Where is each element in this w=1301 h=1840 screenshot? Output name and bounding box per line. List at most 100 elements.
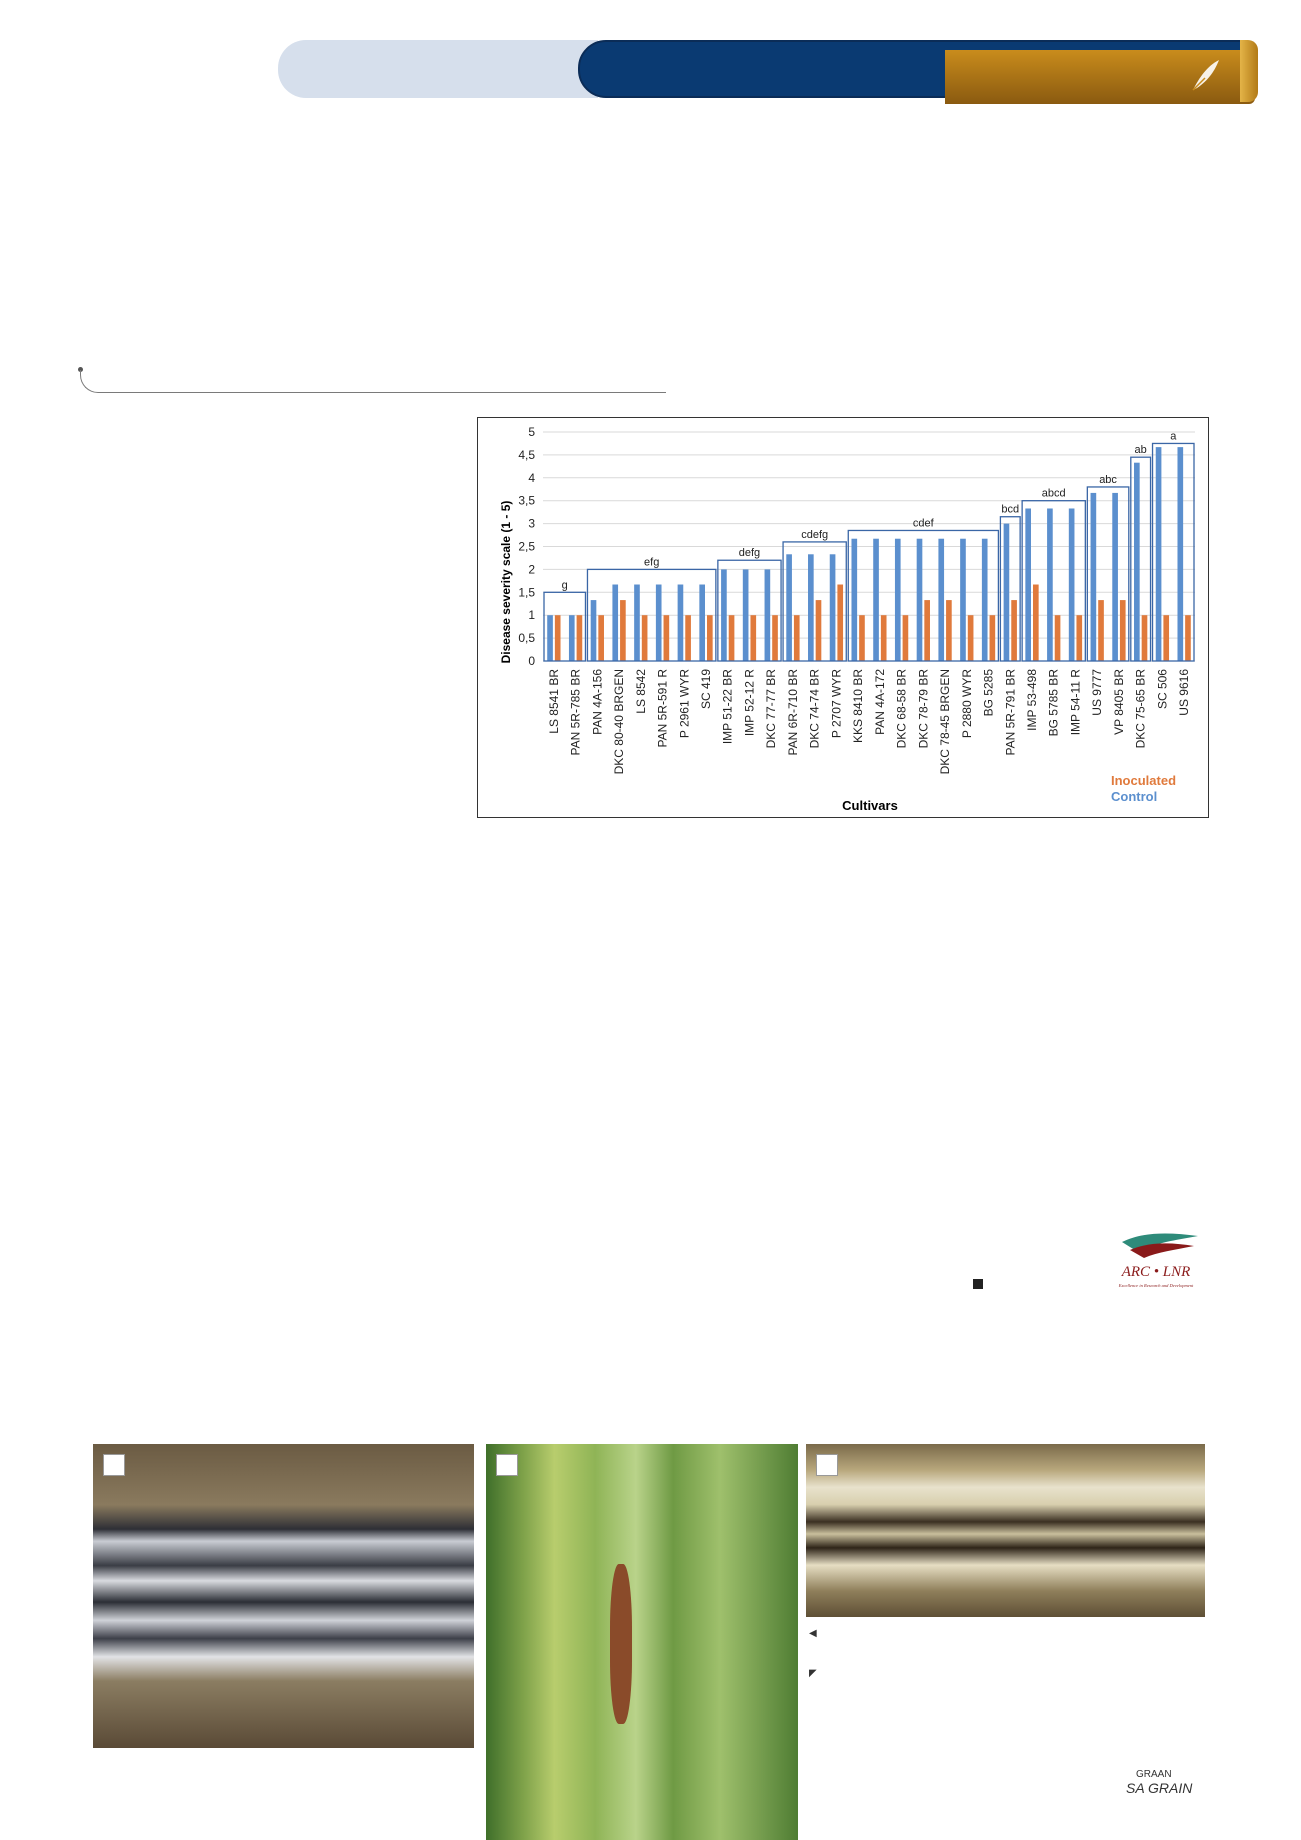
x-tick-label: KKS 8410 BR — [851, 669, 865, 743]
group-bracket — [999, 516, 1021, 662]
bar-control — [786, 554, 792, 661]
bar-control — [1003, 523, 1010, 661]
bar-control — [829, 554, 836, 661]
bar-inoculated — [902, 615, 909, 661]
sa-grain-top: GRAAN — [1136, 1769, 1172, 1780]
sa-grain-main: SA GRAIN — [1126, 1780, 1193, 1796]
photo-stalk-internal-rot — [806, 1444, 1205, 1617]
x-tick-label: P 2880 WYR — [960, 669, 974, 738]
x-axis-label: Cultivars — [842, 798, 898, 813]
bar-inoculated — [641, 615, 648, 661]
disease-severity-chart: 0 0,5 1 1,5 2 2,5 3 3,5 4 4,5 5 g efg defg cdefg cdef b… — [499, 425, 1195, 813]
x-tick-label: BG 5285 — [982, 669, 996, 717]
x-tick-label: DKC 78-79 BR — [916, 669, 930, 749]
group-bracket — [717, 559, 782, 662]
bar-control — [742, 569, 749, 661]
bar-inoculated — [554, 615, 561, 661]
x-tick-label: SC 506 — [1155, 669, 1169, 709]
group-bracket — [782, 541, 847, 662]
bar-inoculated — [1185, 615, 1191, 661]
group-bracket — [1021, 500, 1086, 662]
bar-inoculated — [685, 615, 691, 661]
x-tick-label: IMP 54-11 R — [1068, 669, 1082, 736]
bar-inoculated — [1054, 615, 1061, 661]
bar-control — [655, 584, 662, 661]
bar-control — [568, 615, 575, 661]
photo-stalk-lesion — [486, 1444, 798, 1840]
arc-lnr-logo: ARC • LNR Excellence in Research and Dev… — [1118, 1233, 1198, 1288]
bar-inoculated — [663, 615, 670, 661]
legend-inoculated: Inoculated — [1111, 773, 1176, 788]
group-letter-label: g — [562, 579, 568, 591]
x-tick-label: BG 5785 BR — [1047, 669, 1061, 737]
bar-control — [960, 538, 966, 661]
x-tick-label: PAN 6R-710 BR — [786, 669, 800, 756]
bar-inoculated — [946, 600, 952, 661]
group-letter-label: cdefg — [801, 529, 828, 541]
group-letter-label: efg — [644, 556, 659, 568]
photo-stalk-rot-split — [93, 1444, 474, 1748]
bar-inoculated — [967, 615, 974, 661]
bar-control — [1134, 462, 1140, 661]
bar-inoculated — [576, 615, 583, 661]
x-tick-label: SC 419 — [699, 669, 713, 709]
end-bullet-icon — [973, 1279, 983, 1289]
bar-control — [851, 538, 858, 661]
y-tick-label: 2 — [528, 562, 535, 576]
bar-control — [1090, 492, 1097, 661]
bar-control — [981, 538, 988, 661]
bar-control — [916, 538, 923, 661]
bar-control — [721, 569, 727, 661]
feather-logo-icon — [1192, 60, 1219, 91]
group-bracket — [543, 591, 587, 662]
x-tick-label: DKC 74-74 BR — [808, 669, 822, 749]
bar-inoculated — [1163, 615, 1170, 661]
bar-control — [764, 569, 771, 661]
y-tick-label: 0,5 — [518, 631, 535, 645]
group-letter-label: cdef — [913, 517, 935, 529]
bar-control — [1068, 508, 1075, 661]
x-tick-label: IMP 52-12 R — [742, 669, 756, 736]
bar-control — [1112, 492, 1118, 661]
group-bracket — [586, 568, 717, 662]
group-letter-label: ab — [1135, 444, 1147, 456]
bar-inoculated — [924, 600, 930, 661]
x-tick-label: LS 8541 BR — [547, 669, 561, 734]
x-tick-label: P 2961 WYR — [677, 669, 691, 738]
bar-inoculated — [837, 584, 844, 661]
y-tick-label: 0 — [528, 654, 535, 668]
corner-arrow-icon: ◤ — [809, 1668, 817, 1679]
bar-inoculated — [772, 615, 778, 661]
group-bracket — [1151, 442, 1195, 662]
sa-grain-logo: GRAAN SA GRAIN — [1126, 1769, 1193, 1797]
bar-control — [634, 584, 640, 661]
bar-inoculated — [707, 615, 713, 661]
group-letter-label: bcd — [1001, 504, 1019, 516]
group-bracket — [847, 529, 1000, 662]
bar-inoculated — [1033, 584, 1039, 661]
y-tick-label: 4 — [528, 471, 535, 485]
x-tick-label: DKC 77-77 BR — [764, 669, 778, 749]
y-tick-label: 2,5 — [518, 540, 535, 554]
bar-inoculated — [989, 615, 996, 661]
group-letter-label: defg — [739, 547, 760, 559]
x-tick-label: US 9616 — [1177, 669, 1191, 716]
x-tick-label: DKC 75-65 BR — [1134, 669, 1148, 749]
bar-control — [677, 584, 684, 661]
bar-control — [1047, 508, 1053, 661]
y-tick-label: 1,5 — [518, 585, 535, 599]
bar-inoculated — [1011, 600, 1017, 661]
y-tick-label: 1 — [528, 608, 535, 622]
x-tick-label: IMP 51-22 BR — [721, 669, 735, 744]
white-square-icon — [816, 1454, 838, 1476]
x-tick-label: US 9777 — [1090, 669, 1104, 716]
x-tick-label: PAN 4A-172 — [873, 669, 887, 735]
bar-inoculated — [620, 600, 626, 661]
left-triangle-icon: ◀ — [809, 1628, 817, 1639]
rule-dot — [78, 367, 83, 372]
bar-inoculated — [1098, 600, 1104, 661]
bar-inoculated — [728, 615, 735, 661]
header-band-gold — [945, 50, 1255, 104]
bar-control — [1155, 447, 1162, 661]
white-square-icon — [103, 1454, 125, 1476]
